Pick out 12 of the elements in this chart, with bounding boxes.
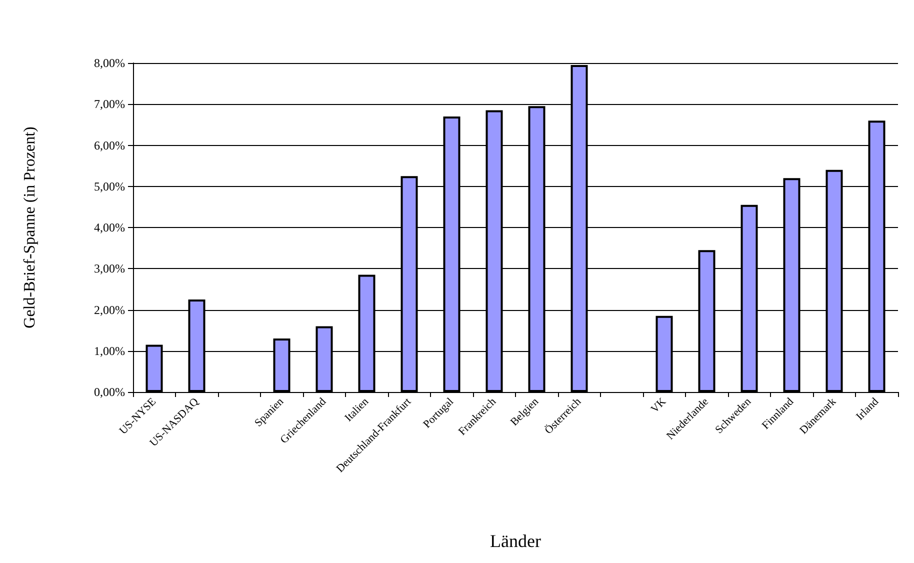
y-tick-label: 1,00%: [94, 344, 125, 358]
y-tick-label: 7,00%: [94, 97, 125, 112]
y-tick-label: 5,00%: [94, 179, 125, 194]
y-tick-label: 6,00%: [94, 138, 125, 152]
y-tick-label: 8,00%: [94, 56, 125, 70]
y-axis-title: Geld-Brief-Spanne (in Prozent): [22, 126, 38, 328]
y-tick-label: 4,00%: [94, 220, 125, 234]
y-tick-label: 3,00%: [94, 262, 125, 276]
x-axis-title: Länder: [490, 531, 541, 551]
y-tick-label: 2,00%: [94, 302, 125, 317]
x-tick-label: VK: [648, 396, 669, 416]
y-tick-label: 0,00%: [94, 385, 125, 399]
